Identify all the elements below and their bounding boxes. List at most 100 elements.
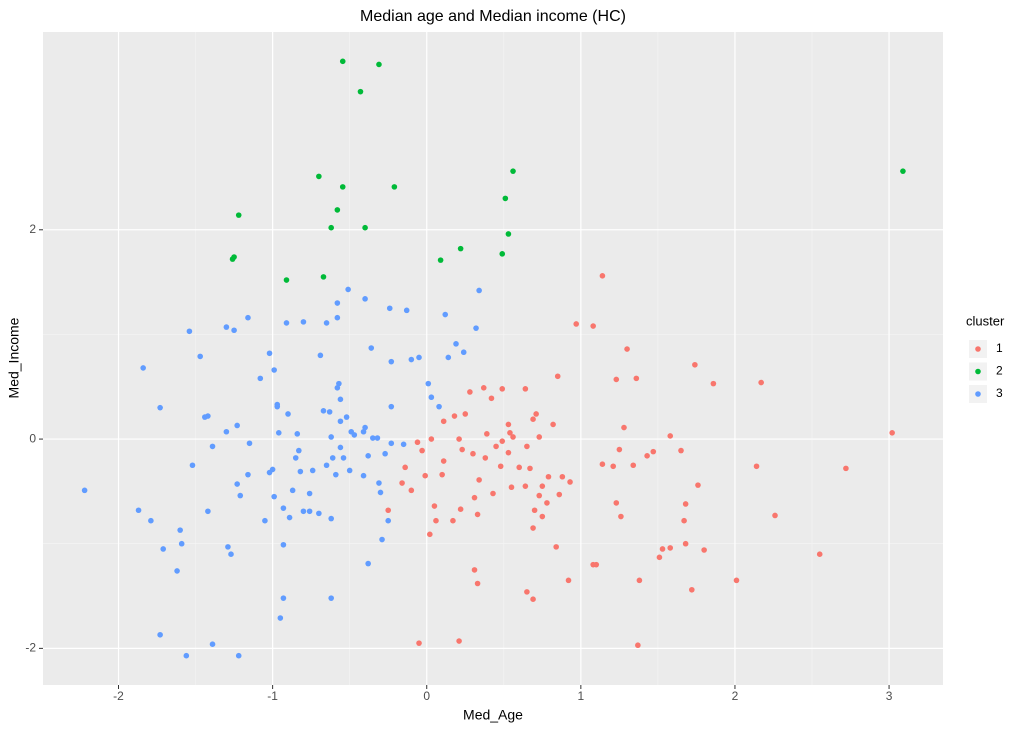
point [148,517,154,524]
point [388,440,395,447]
point [328,595,334,601]
point [692,361,698,368]
point [556,491,563,498]
point [402,464,408,471]
point [362,424,368,431]
point [550,421,556,428]
point [334,207,341,213]
point [544,500,550,506]
point [493,443,499,450]
point [403,307,410,314]
point [334,314,341,321]
point [753,463,760,470]
point [336,380,342,387]
y-axis-title: Med_Income [6,317,22,398]
point [422,472,428,479]
point [316,173,322,180]
point [710,380,717,387]
point [309,467,316,474]
point [205,413,211,419]
point [599,461,606,467]
point [618,513,624,520]
point [365,560,371,567]
point [450,517,456,524]
grid [43,32,943,685]
point [385,507,392,514]
point [533,411,539,417]
point [140,365,146,371]
point [362,224,368,231]
point [376,480,382,486]
point [505,449,512,456]
point [428,436,435,442]
point [524,443,530,450]
point [453,341,459,347]
point [633,375,640,382]
point [474,511,481,518]
point [400,441,407,448]
point [816,551,823,557]
point [482,455,489,461]
point [323,462,330,469]
point [590,323,596,329]
point [320,408,327,414]
legend-label: 1 [996,341,1003,355]
point [682,501,689,507]
point [317,352,324,359]
y-tick-label: -2 [25,641,36,655]
point [257,375,264,382]
point [329,455,336,461]
point [593,561,600,568]
point [516,464,522,471]
point [451,413,458,419]
point [428,394,435,401]
point [436,403,442,410]
point [379,536,385,543]
point [237,492,244,499]
point [328,224,334,231]
point [440,458,447,464]
point [650,448,657,455]
point [399,480,405,486]
legend-label: 3 [996,386,1003,400]
point [635,642,641,649]
point [527,465,533,472]
point [229,256,236,262]
point [554,373,561,380]
point [346,467,353,474]
point [365,453,371,459]
x-tick-label: 0 [423,689,430,703]
point [351,432,358,438]
point [376,61,382,68]
point [157,631,163,638]
point [419,447,425,454]
point [900,168,906,174]
point [274,403,281,410]
x-tick-label: -1 [267,689,278,703]
point [316,510,322,517]
point [476,477,482,483]
point [889,429,895,436]
point [531,507,538,514]
point [630,462,637,469]
point [235,652,242,659]
point [81,487,88,494]
point [772,512,778,519]
point [328,515,334,522]
point [843,465,849,472]
chart-title: Median age and Median income (HC) [360,8,626,25]
point [460,349,467,356]
point [209,443,216,450]
point [559,473,566,480]
point [286,514,293,521]
point [470,450,476,457]
point [280,595,287,601]
point [636,577,643,584]
point [178,540,185,547]
point [357,88,364,95]
point [667,433,674,439]
x-axis-title: Med_Age [463,707,523,723]
point [456,436,462,442]
point [539,513,546,520]
